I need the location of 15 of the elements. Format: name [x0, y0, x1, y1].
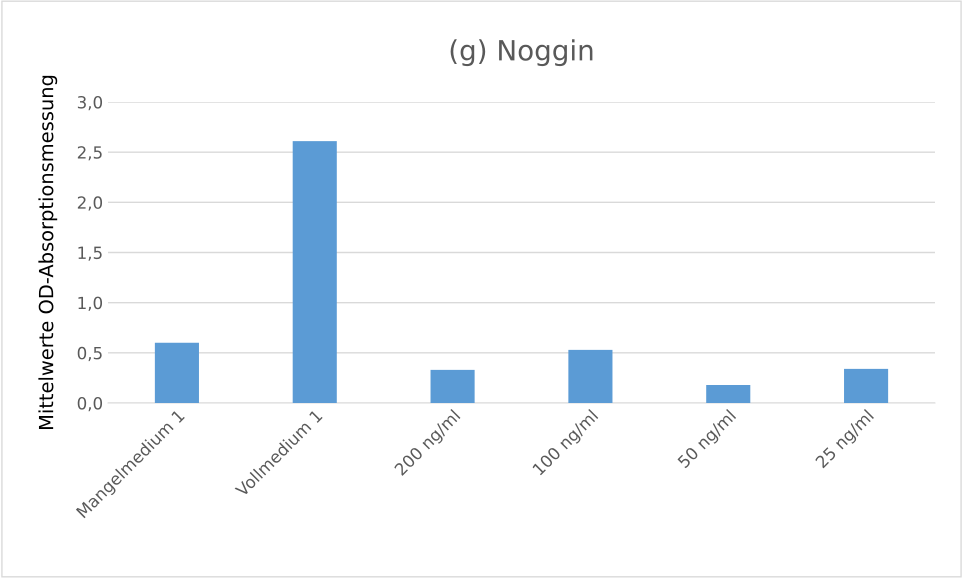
y-axis-title: Mittelwerte OD-Absorptionsmessung [38, 76, 58, 429]
y-tick-label: 2,5 [78, 146, 102, 160]
y-tick-label: 0,5 [78, 346, 102, 362]
bar [568, 350, 612, 403]
bar [430, 370, 475, 403]
bar [706, 384, 750, 403]
bar [844, 368, 888, 403]
y-tick-label: 1,0 [78, 296, 102, 311]
y-tick-label: 0,0 [78, 396, 102, 412]
bar [292, 141, 337, 403]
bar [154, 342, 199, 403]
y-tick-label: 2,0 [78, 196, 102, 211]
y-tick-label: 1,5 [78, 246, 102, 261]
chart-title: (g) Noggin [450, 39, 592, 66]
y-tick-label: 3,0 [78, 96, 102, 110]
